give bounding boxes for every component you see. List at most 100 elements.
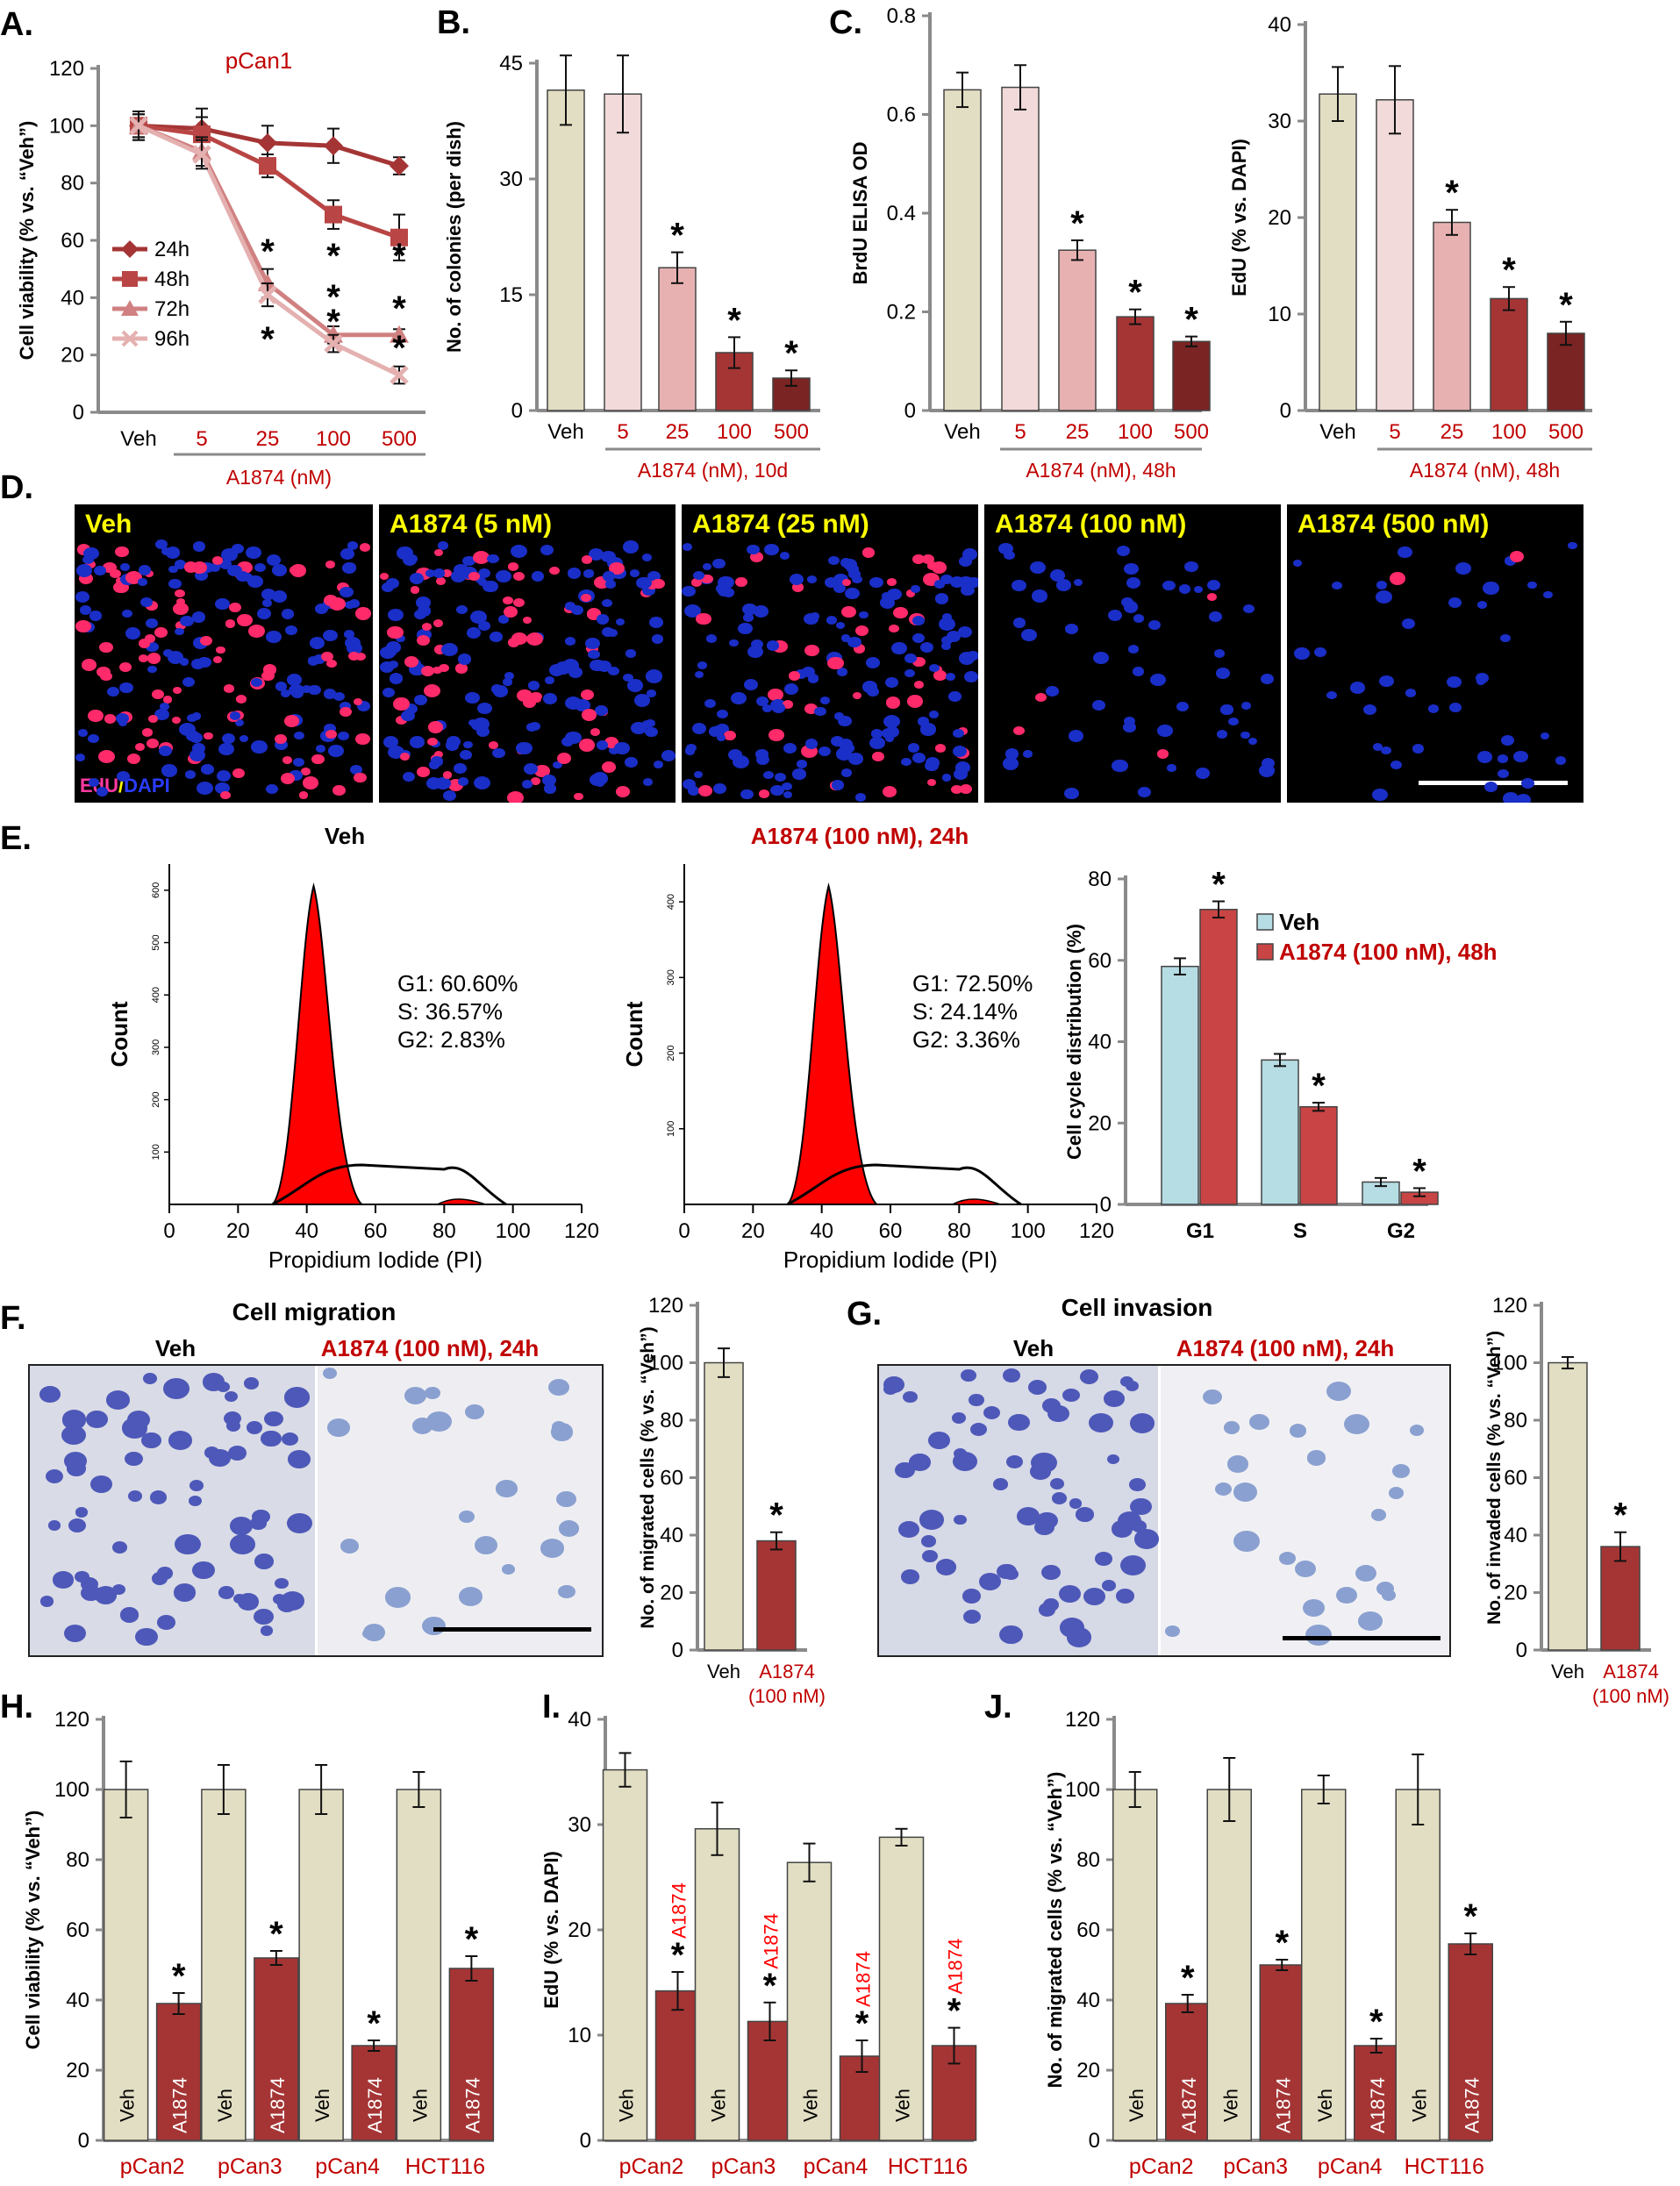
nucleus — [906, 589, 916, 597]
hist-x-tick-label: 0 — [678, 1219, 690, 1243]
stained-cell — [540, 1539, 564, 1558]
nucleus — [247, 624, 265, 638]
nucleus — [1376, 581, 1388, 590]
nucleus — [393, 697, 410, 711]
y-tick-label: 100 — [1065, 1778, 1100, 1802]
stained-cell — [961, 1368, 977, 1382]
stained-cell — [951, 1412, 966, 1424]
nucleus — [388, 660, 399, 668]
nucleus — [200, 635, 213, 647]
nucleus — [941, 774, 951, 782]
panel-letter-a: A. — [0, 6, 33, 43]
nucleus — [454, 663, 468, 675]
nucleus — [1207, 580, 1221, 591]
stained-cell — [237, 1593, 260, 1611]
panel-letter-h: H. — [0, 1689, 33, 1725]
bar-pCan2-Veh — [103, 1789, 149, 2141]
y-axis-label: EdU (% vs. DAPI) — [540, 1851, 562, 2009]
stained-cell — [558, 1584, 575, 1599]
nucleus — [179, 723, 197, 737]
stained-cell — [1133, 1529, 1160, 1550]
nucleus — [1240, 731, 1250, 739]
panel-letter-f: F. — [0, 1300, 26, 1337]
nucleus — [174, 589, 185, 598]
nucleus — [595, 780, 604, 788]
hist-y-tick-label: 200 — [666, 1045, 676, 1061]
nucleus — [827, 656, 844, 670]
data-point-24h — [390, 156, 409, 176]
data-point-24h — [258, 132, 277, 153]
nucleus — [1505, 555, 1517, 566]
legend-separator: / — [118, 775, 125, 797]
bar-S-Veh — [1261, 1059, 1299, 1205]
bar-100 — [1490, 297, 1528, 411]
nucleus — [216, 646, 226, 654]
nucleus — [477, 578, 488, 586]
nucleus — [804, 739, 818, 749]
data-point-96h — [129, 116, 148, 136]
bar-inside-label: A1874 — [461, 2077, 483, 2133]
nucleus — [174, 560, 186, 569]
panel-letter-d: D. — [0, 469, 33, 506]
nucleus — [521, 780, 533, 789]
significance-asterisk: * — [947, 1992, 962, 2031]
nucleus — [1476, 751, 1492, 763]
nucleus — [906, 695, 924, 709]
bar-inside-label: Veh — [1314, 2089, 1336, 2122]
nucleus — [282, 755, 292, 764]
nucleus — [275, 682, 287, 691]
nucleus — [513, 571, 525, 582]
hist-y-tick-label: 400 — [666, 894, 676, 910]
nucleus — [507, 791, 524, 803]
nucleus — [544, 675, 555, 684]
nucleus — [1500, 633, 1511, 643]
y-tick-label: 0 — [73, 401, 84, 425]
nucleus — [454, 763, 467, 774]
stained-cell — [1052, 1492, 1068, 1505]
nucleus — [402, 771, 416, 782]
nucleus — [302, 775, 319, 789]
hist-x-tick-label: 60 — [879, 1219, 903, 1243]
significance-asterisk: * — [1312, 1067, 1326, 1105]
panel-letter-b: B. — [437, 4, 470, 41]
nucleus — [1390, 760, 1403, 770]
nucleus — [454, 563, 469, 576]
significance-asterisk: * — [465, 1920, 479, 1959]
x-group-tick-label: pCan3 — [711, 2154, 776, 2179]
nucleus — [470, 718, 486, 732]
stained-cell — [68, 1518, 86, 1532]
stained-cell — [1289, 1424, 1306, 1438]
nucleus — [93, 565, 106, 575]
nucleus — [89, 778, 99, 787]
nucleus — [211, 556, 224, 566]
nucleus — [477, 702, 492, 715]
stained-cell — [992, 1478, 1008, 1490]
nucleus — [126, 753, 140, 764]
stained-cell — [112, 1583, 126, 1595]
significance-asterisk: * — [671, 1936, 685, 1975]
nucleus — [756, 696, 769, 706]
nucleus — [1195, 768, 1210, 779]
nucleus — [794, 668, 808, 680]
edu-image-label: A1874 (500 nM) — [1298, 510, 1490, 539]
nucleus — [940, 575, 953, 584]
hist-y-tick-label: 100 — [151, 1144, 161, 1160]
migration-veh-label: Veh — [155, 1335, 196, 1361]
bar-inside-label: A1874 — [1178, 2077, 1200, 2133]
nucleus — [458, 777, 469, 786]
y-tick-label: 100 — [49, 114, 84, 138]
nucleus — [223, 684, 234, 693]
nucleus — [966, 650, 978, 661]
hist-stat: S: 36.57% — [397, 998, 503, 1025]
y-tick-label: 40 — [568, 1708, 591, 1732]
legend-label: 72h — [154, 297, 189, 321]
significance-asterisk: * — [1181, 1959, 1195, 1997]
legend-label: 24h — [154, 238, 189, 261]
nucleus — [806, 575, 818, 583]
nucleus — [347, 642, 362, 655]
nucleus — [872, 752, 884, 762]
nucleus — [1216, 667, 1231, 679]
stained-cell — [362, 1628, 376, 1640]
data-point-48h — [325, 205, 342, 224]
nucleus — [1243, 604, 1255, 613]
